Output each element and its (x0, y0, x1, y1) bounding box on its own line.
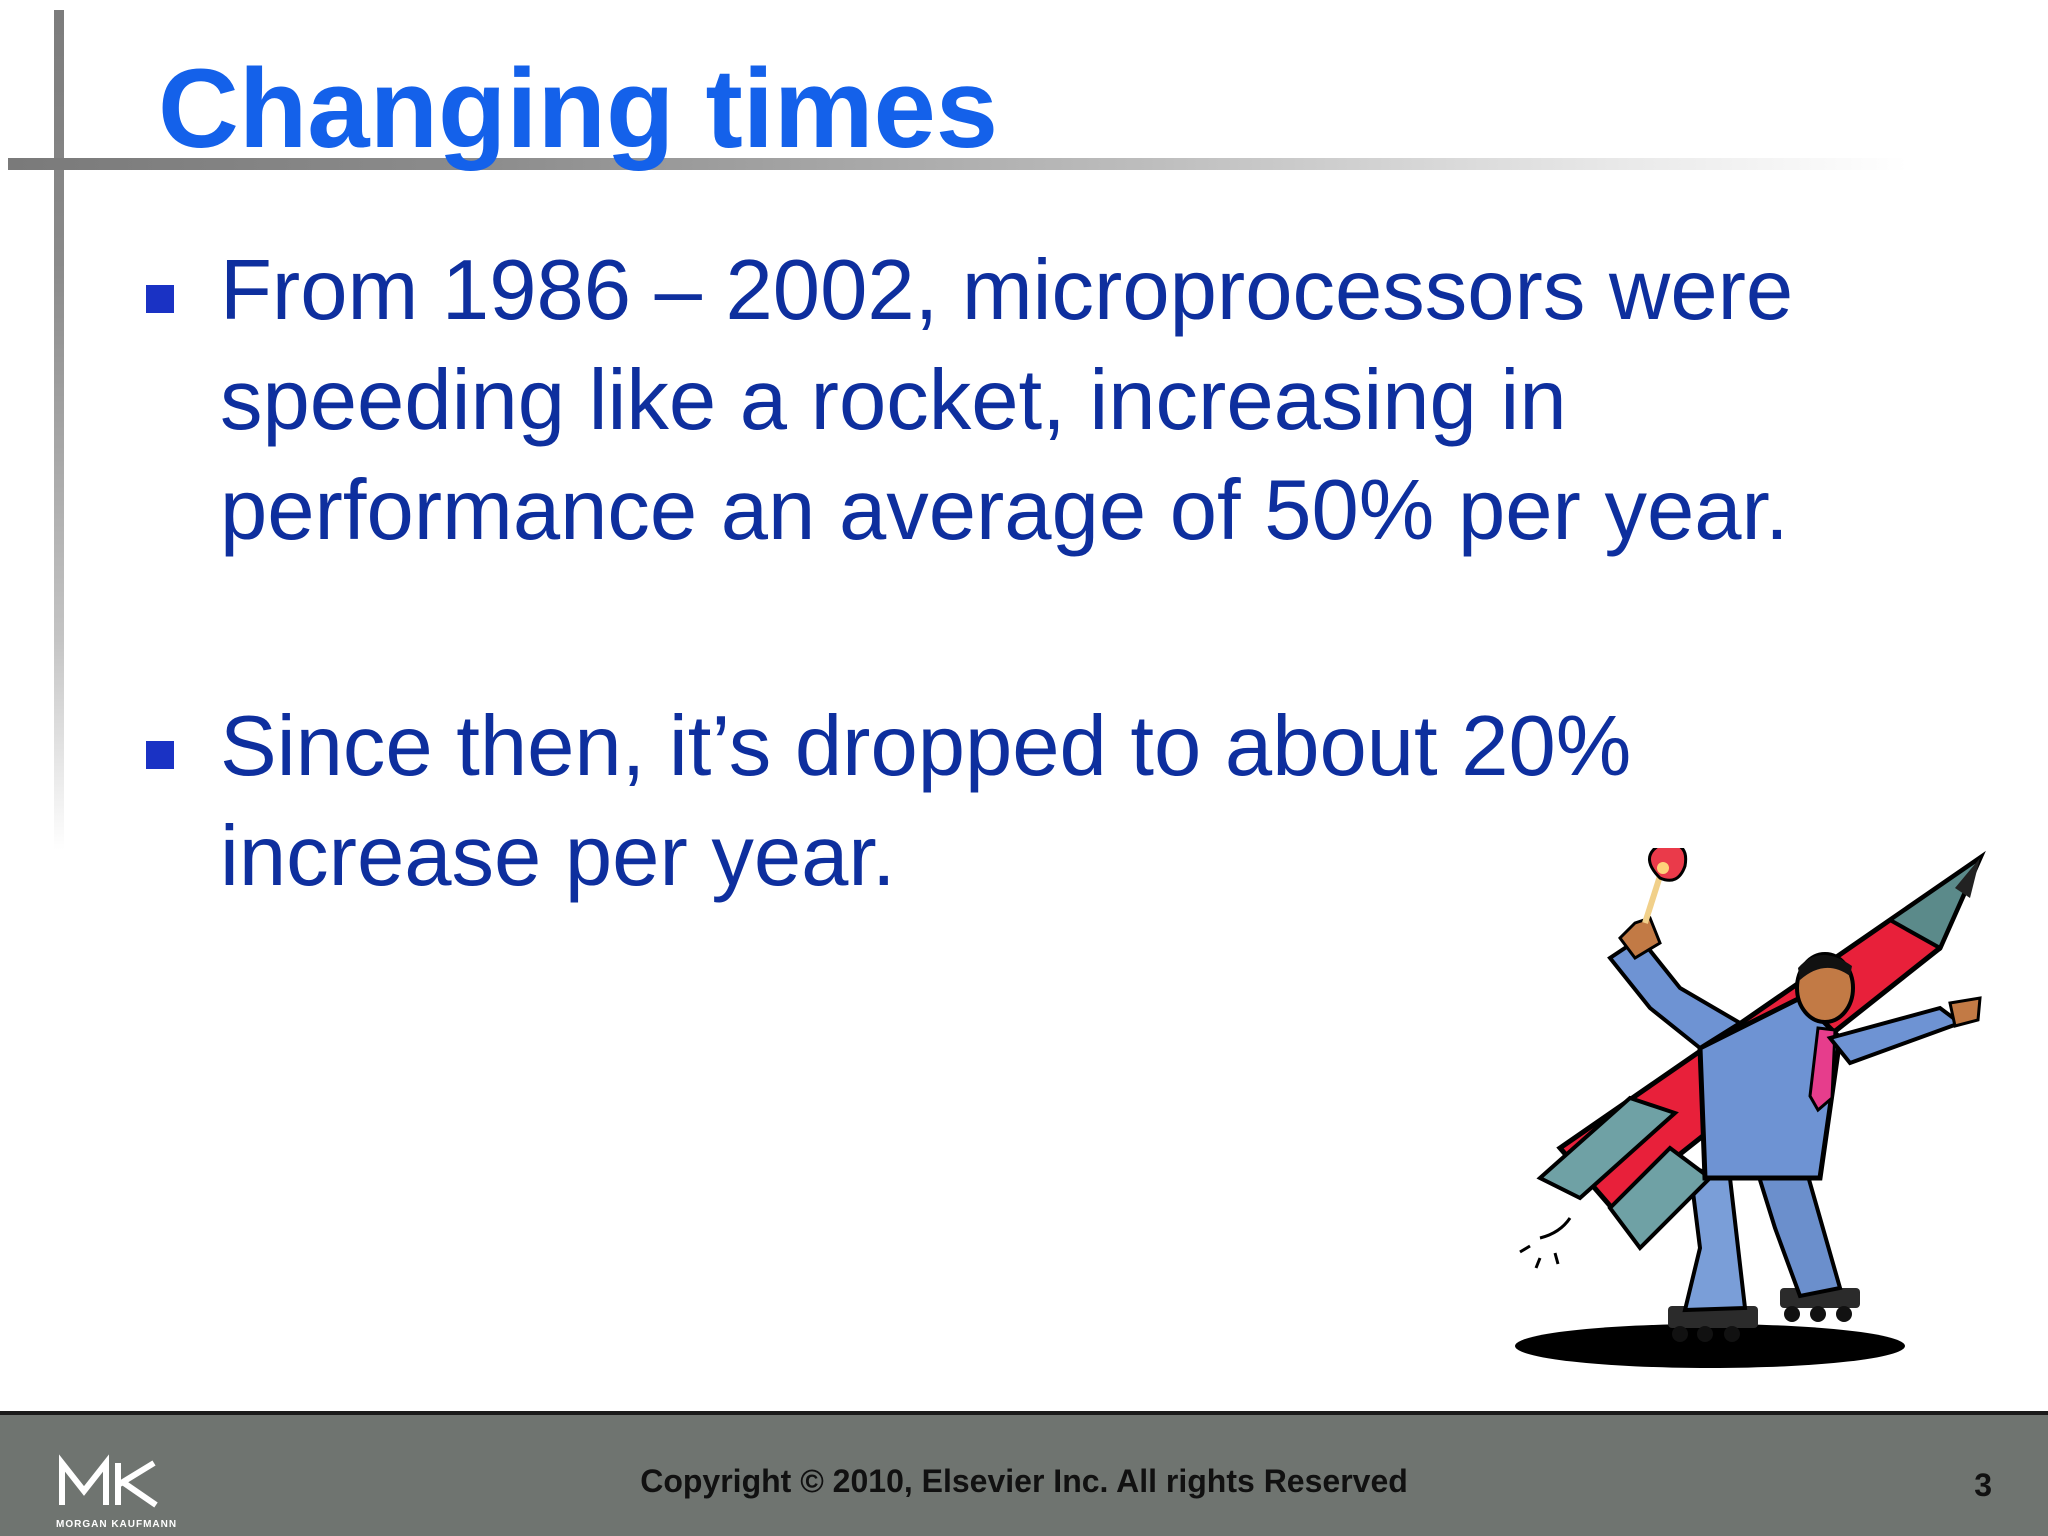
vertical-rule (54, 10, 64, 850)
bullet-square-icon (146, 741, 174, 769)
svg-text:MORGAN KAUFMANN: MORGAN KAUFMANN (56, 1519, 177, 1530)
bullet-list: From 1986 – 2002, microprocessors were s… (140, 236, 1920, 912)
bullet-text: Since then, it’s dropped to about 20% in… (220, 699, 1632, 904)
slide-title: Changing times (158, 46, 999, 171)
page-number: 3 (1974, 1467, 1992, 1503)
horizontal-rule (8, 158, 1908, 170)
footer-bar: MORGAN KAUFMANN Copyright © 2010, Elsevi… (0, 1411, 2048, 1536)
bullet-square-icon (146, 285, 174, 313)
bullet-item: From 1986 – 2002, microprocessors were s… (140, 236, 1920, 566)
bullet-text: From 1986 – 2002, microprocessors were s… (220, 243, 1794, 558)
bullet-item: Since then, it’s dropped to about 20% in… (140, 692, 1920, 912)
rocket-man-clipart-icon (1515, 848, 1986, 1368)
morgan-kaufmann-logo-icon: MORGAN KAUFMANN (56, 1454, 177, 1530)
copyright-text: Copyright © 2010, Elsevier Inc. All righ… (640, 1463, 1408, 1499)
